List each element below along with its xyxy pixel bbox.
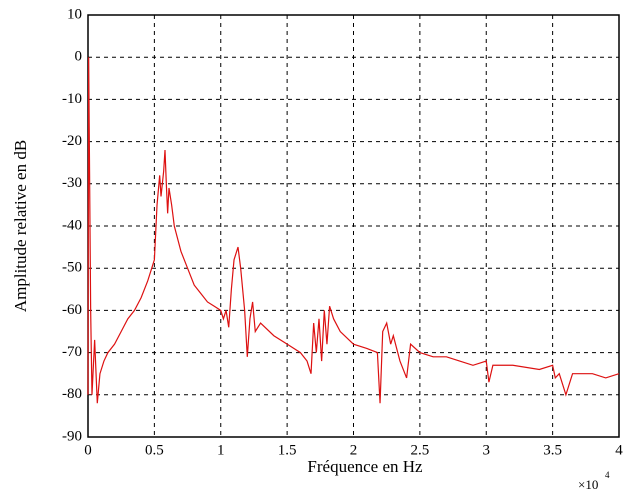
- y-tick-label: -70: [62, 344, 82, 360]
- x-tick-label: 1: [217, 442, 225, 458]
- x-tick-label: 4: [615, 442, 623, 458]
- x-multiplier: ×10: [578, 477, 598, 492]
- y-tick-label: -20: [62, 133, 82, 149]
- x-tick-label: 2.5: [411, 442, 430, 458]
- x-multiplier-exponent: 4: [605, 470, 610, 480]
- x-tick-label: 0: [84, 442, 92, 458]
- y-tick-label: -80: [62, 386, 82, 402]
- x-tick-label: 0.5: [145, 442, 164, 458]
- y-tick-label: 10: [67, 6, 82, 22]
- data-line: [87, 57, 620, 404]
- y-tick-label: -30: [62, 175, 82, 191]
- y-tick-label: -40: [62, 217, 82, 233]
- x-axis-label: Fréquence en Hz: [307, 457, 423, 476]
- x-tick-label: 1.5: [278, 442, 297, 458]
- x-tick-label: 3.5: [543, 442, 562, 458]
- y-tick-label: -50: [62, 260, 82, 276]
- x-tick-label: 2: [350, 442, 358, 458]
- y-tick-label: -10: [62, 91, 82, 107]
- y-tick-label: -60: [62, 302, 82, 318]
- y-tick-label: 0: [75, 49, 83, 65]
- y-tick-label: -90: [62, 428, 82, 444]
- y-axis-label: Amplitude relative en dB: [11, 140, 30, 312]
- x-tick-label: 3: [483, 442, 491, 458]
